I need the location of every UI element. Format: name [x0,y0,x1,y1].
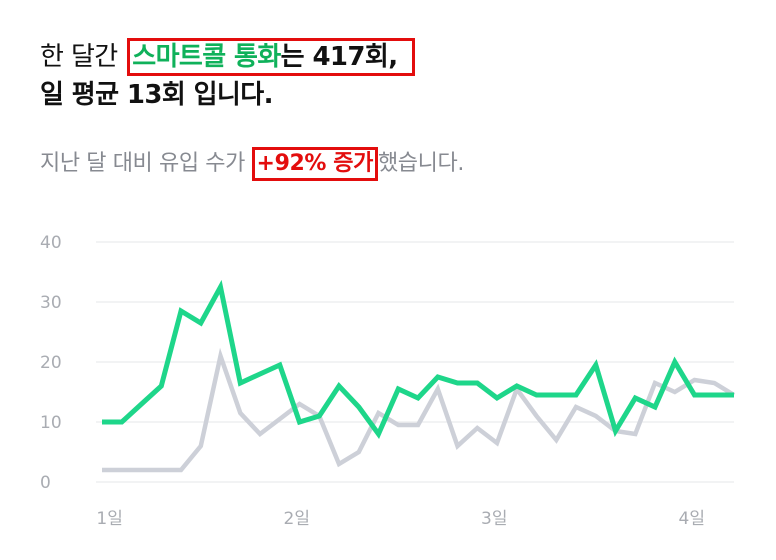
y-axis-ticks: 40 30 20 10 0 [40,233,62,493]
series-line-current [102,279,734,439]
x-tick-label: 3일 [481,509,507,529]
subheadline-prefix: 지난 달 대비 유입 수가 [40,151,252,176]
headline-highlight-box: 스마트콜 통화는 417회, [127,38,415,76]
headline-highlight-green: 스마트콜 통화 [132,42,281,72]
y-tick-label: 30 [40,293,62,313]
headline-prefix: 한 달간 [40,42,126,72]
subheadline-suffix: 했습니다. [377,151,464,176]
x-tick-label: 4일 [679,509,705,529]
headline-line2: 일 평균 13회 입니다. [40,80,273,110]
x-tick-label: 2일 [284,509,310,529]
subheadline: 지난 달 대비 유입 수가 +92% 증가 했습니다. [40,146,464,182]
y-tick-label: 10 [40,413,62,433]
chart-series [102,279,736,473]
series-line-previous [102,347,736,473]
y-tick-label: 40 [40,233,62,253]
y-tick-label: 0 [40,473,51,493]
headline-highlight-rest: 는 417회, [280,42,398,72]
chart-grid [96,241,734,483]
subheadline-highlight: +92% 증가 [251,147,378,181]
headline-line1: 한 달간 스마트콜 통화는 417회, [40,38,415,76]
headline: 한 달간 스마트콜 통화는 417회, 일 평균 13회 입니다. [40,38,415,114]
y-tick-label: 20 [40,353,62,373]
x-tick-label: 1일 [96,509,122,529]
x-axis-ticks: 1일2일3일4일5일6일 [96,509,705,529]
